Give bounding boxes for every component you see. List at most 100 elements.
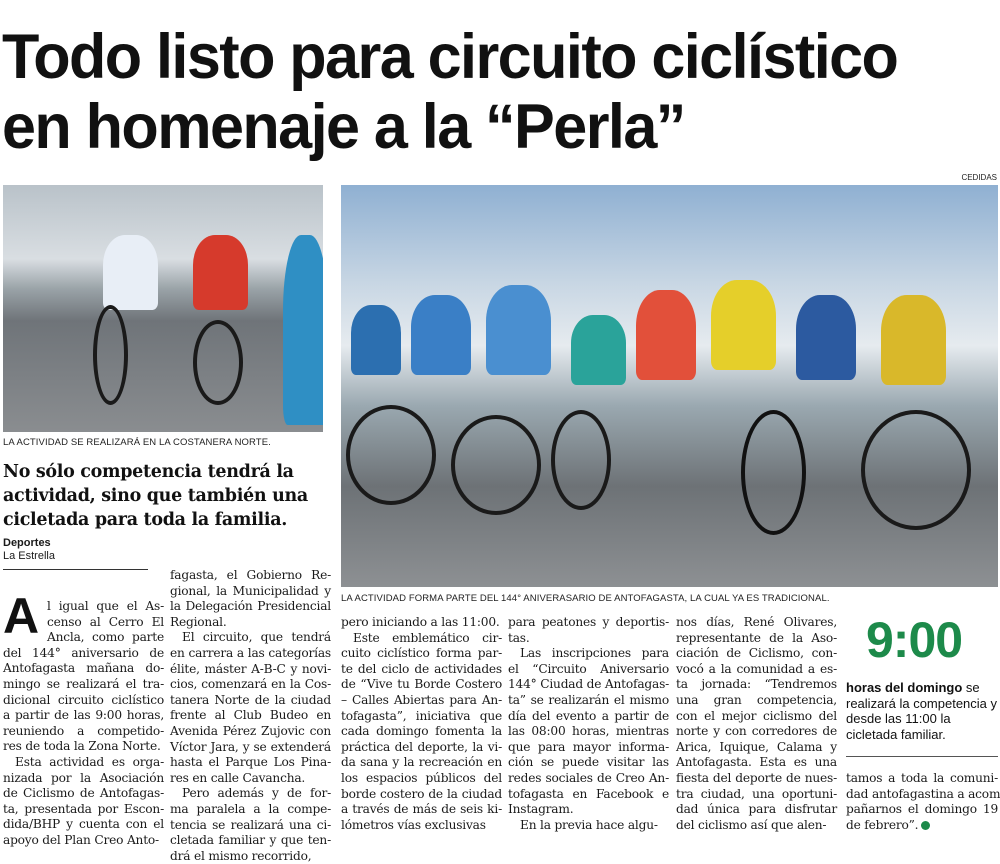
text-line: drá el mismo recorrido, bbox=[170, 848, 312, 863]
text-line: fagasta, el Gobierno Re- bbox=[170, 568, 331, 582]
text-line: El circuito, que tendrá bbox=[182, 630, 331, 645]
text-line: ciación de Ciclismo, con- bbox=[676, 646, 837, 661]
photo-cyclists-lineup bbox=[341, 185, 998, 587]
text-line: Arica, Iquique, Calama y bbox=[676, 739, 837, 754]
text-line: norte y con corredores de bbox=[676, 724, 837, 739]
text-line: de febrero”. bbox=[846, 818, 998, 834]
article-column: nos días, René Olivares, representante de… bbox=[676, 615, 837, 833]
paragraph: para peatones y deportis-tas. bbox=[508, 615, 669, 646]
text-line: cletada familiar y que ten- bbox=[170, 833, 331, 848]
article-column: l igual que el As-censo al Cerro El Ancla… bbox=[3, 599, 164, 849]
divider bbox=[3, 569, 148, 570]
paragraph: l igual que el As-censo al Cerro El Ancla… bbox=[3, 599, 164, 755]
text-line: tofagasta en Facebook e bbox=[508, 786, 669, 801]
text-line: que para mayor informa- bbox=[508, 739, 669, 754]
text-line: nos días, René Olivares, bbox=[676, 615, 837, 629]
text-line: apoyo del Plan Creo Anto- bbox=[3, 832, 159, 847]
text-line: Instagram. bbox=[508, 802, 574, 817]
text-line: hasta el Parque Los Pina- bbox=[170, 755, 331, 770]
text-line: Ancla, como parte bbox=[47, 630, 164, 645]
text-line: de Ciclismo de Antofagas- bbox=[3, 786, 164, 801]
text-line: Antofagasta. Esta es una bbox=[676, 755, 837, 770]
headline-line: Todo listo para circuito ciclístico bbox=[2, 22, 899, 92]
drop-cap: A bbox=[3, 588, 40, 644]
text-line: para peatones y deportis- bbox=[508, 615, 669, 629]
text-line: te del ciclo de actividades bbox=[341, 661, 502, 676]
paragraph: pero iniciando a las 11:00. bbox=[341, 615, 502, 631]
text-line: tencia se realizará una ci- bbox=[170, 817, 331, 832]
text-line: dad antofagastina a acom- bbox=[846, 786, 1000, 801]
photo-caption: LA ACTIVIDAD SE REALIZARÁ EN LA COSTANER… bbox=[3, 437, 271, 448]
article-deck: No sólo competencia tendrá la actividad,… bbox=[3, 460, 333, 532]
text-line: mingo se realizará el tra- bbox=[3, 676, 164, 691]
text-line: dida/BHP y cuenta con el bbox=[3, 817, 164, 832]
text-line: práctica del deporte, la vi- bbox=[341, 739, 502, 754]
text-line: una gran competencia, bbox=[676, 692, 837, 707]
article-column: para peatones y deportis-tas. Las inscrip… bbox=[508, 615, 669, 833]
text-line: cios, comenzará en la Cos- bbox=[170, 677, 331, 692]
byline-section: Deportes bbox=[3, 537, 51, 549]
deck-line: actividad, sino que también una bbox=[3, 486, 308, 506]
text-line: ta” se realizarán el mismo bbox=[508, 692, 669, 707]
text-line: Víctor Jara, y se extenderá bbox=[170, 739, 331, 754]
text-line: del ciclismo así que alen- bbox=[676, 817, 827, 832]
text-line: tas. bbox=[508, 630, 530, 645]
text-line: de “Vive tu Borde Costero bbox=[341, 677, 502, 692]
text-line: En la previa hace algu- bbox=[520, 817, 658, 832]
end-of-article-mark-icon bbox=[921, 820, 931, 830]
headline: Todo listo para circuito ciclístico en h… bbox=[2, 22, 972, 162]
text-line: nizada por la Asociación bbox=[3, 770, 164, 785]
text-line: Este emblemático cir- bbox=[353, 630, 502, 645]
text-line: tamos a toda la comuni- bbox=[846, 771, 998, 785]
text-line: ma paralela a la compe- bbox=[170, 801, 331, 816]
article-column: fagasta, el Gobierno Re-gional, la Munic… bbox=[170, 568, 331, 864]
highlight-body: se realizará la competencia y desde las … bbox=[846, 680, 998, 742]
text-line: a través de más de seis ki- bbox=[341, 802, 502, 817]
text-line: dicional circuito ciclístico bbox=[3, 692, 164, 707]
text-line: tofagasta”, iniciativa que bbox=[341, 708, 502, 723]
paragraph: nos días, René Olivares, representante de… bbox=[676, 615, 837, 833]
text-line: ta, presentada por Escon- bbox=[3, 801, 164, 816]
text-line: cada domingo fomenta la bbox=[341, 724, 502, 739]
text-line: Las inscripciones para bbox=[520, 646, 669, 661]
text-line: dad única para disfrutar bbox=[676, 802, 837, 817]
divider bbox=[846, 756, 998, 757]
photo-credit: CEDIDAS bbox=[961, 173, 997, 182]
text-line: el “Circuito Aniversario bbox=[508, 661, 669, 676]
text-line: pañarnos el domingo 19 bbox=[846, 802, 998, 817]
text-line: vocó a la comunidad a es- bbox=[676, 661, 837, 676]
paragraph: Este emblemático cir-cuito ciclístico fo… bbox=[341, 631, 502, 834]
article-column: tamos a toda la comuni-dad antofagastina… bbox=[846, 771, 1000, 834]
text-line: pero iniciando a las 11:00. bbox=[341, 615, 500, 629]
text-line: da sana y la recreación en bbox=[341, 755, 502, 770]
text-line: Avenida Pérez Zujovic con bbox=[170, 723, 331, 738]
text-line: Antofagasta mañana do- bbox=[3, 661, 164, 676]
text-line: fiesta del deporte de nues- bbox=[676, 770, 837, 785]
byline: Deportes La Estrella bbox=[3, 537, 55, 563]
text-line: Regional. bbox=[170, 614, 227, 629]
text-line: redes sociales de Creo An- bbox=[508, 770, 669, 785]
text-line: reuniendo a competido- bbox=[3, 723, 164, 738]
paragraph: fagasta, el Gobierno Re-gional, la Munic… bbox=[170, 568, 331, 630]
highlight-number: 9:00 bbox=[866, 612, 963, 668]
deck-line: cicletada para toda la familia. bbox=[3, 510, 288, 530]
byline-source: La Estrella bbox=[3, 550, 55, 562]
text-line: con el mejor ciclismo del bbox=[676, 708, 837, 723]
text-line: gional, la Municipalidad y bbox=[170, 583, 331, 598]
text-line: – Calles Abiertas para An- bbox=[341, 692, 502, 707]
highlight-bold: horas del domingo bbox=[846, 680, 963, 695]
text-line: res de toda la Zona Norte. bbox=[3, 739, 161, 754]
text-line: lómetros vías exclusivas bbox=[341, 817, 486, 832]
text-line: borde costero de la ciudad bbox=[341, 786, 502, 801]
text-line: Pero además y de for- bbox=[182, 786, 331, 801]
text-line: res en calle Cavancha. bbox=[170, 770, 306, 785]
paragraph: Pero además y de for-ma paralela a la co… bbox=[170, 786, 331, 864]
text-line: l igual que el As- bbox=[47, 599, 164, 613]
text-line: las 08:00 horas, mientras bbox=[508, 724, 669, 739]
headline-line: en homenaje a la “Perla” bbox=[2, 92, 686, 162]
text-line: Esta actividad es orga- bbox=[15, 754, 164, 769]
photo-cyclists-costanera bbox=[3, 185, 323, 432]
text-line: ción se puede visitar las bbox=[508, 755, 669, 770]
text-line: censo al Cerro El bbox=[47, 614, 164, 629]
text-line: los espacios públicos del bbox=[341, 770, 502, 785]
